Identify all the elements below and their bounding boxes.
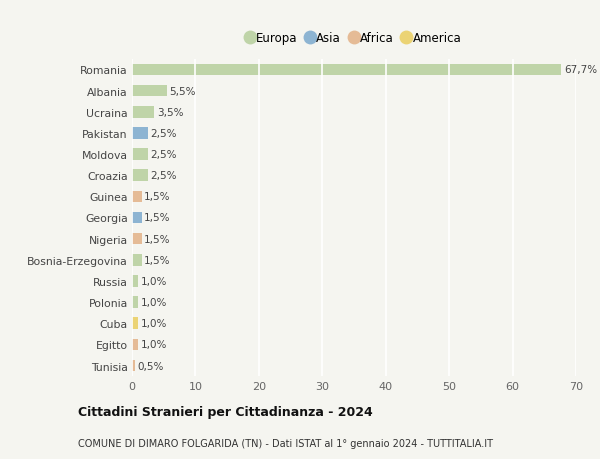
- Text: 3,5%: 3,5%: [157, 107, 183, 118]
- Bar: [132, 191, 142, 203]
- Bar: [132, 85, 167, 97]
- Bar: [132, 212, 142, 224]
- Bar: [132, 149, 148, 161]
- Bar: [132, 275, 139, 287]
- Text: 1,0%: 1,0%: [141, 340, 167, 350]
- Text: 1,5%: 1,5%: [144, 255, 170, 265]
- Bar: [132, 64, 562, 76]
- Bar: [132, 360, 135, 372]
- Bar: [132, 128, 148, 140]
- Text: 1,0%: 1,0%: [141, 297, 167, 308]
- Bar: [132, 233, 142, 245]
- Text: 1,0%: 1,0%: [141, 276, 167, 286]
- Bar: [132, 318, 139, 330]
- Text: 1,5%: 1,5%: [144, 192, 170, 202]
- Text: 0,5%: 0,5%: [138, 361, 164, 371]
- Text: 67,7%: 67,7%: [564, 65, 597, 75]
- Text: 5,5%: 5,5%: [169, 86, 196, 96]
- Text: 2,5%: 2,5%: [151, 171, 177, 181]
- Bar: [132, 254, 142, 266]
- Text: 1,5%: 1,5%: [144, 213, 170, 223]
- Text: 1,0%: 1,0%: [141, 319, 167, 329]
- Text: Cittadini Stranieri per Cittadinanza - 2024: Cittadini Stranieri per Cittadinanza - 2…: [78, 405, 373, 419]
- Text: 2,5%: 2,5%: [151, 150, 177, 160]
- Bar: [132, 106, 154, 118]
- Text: COMUNE DI DIMARO FOLGARIDA (TN) - Dati ISTAT al 1° gennaio 2024 - TUTTITALIA.IT: COMUNE DI DIMARO FOLGARIDA (TN) - Dati I…: [78, 438, 493, 448]
- Legend: Europa, Asia, Africa, America: Europa, Asia, Africa, America: [242, 28, 466, 50]
- Text: 1,5%: 1,5%: [144, 234, 170, 244]
- Bar: [132, 297, 139, 308]
- Bar: [132, 339, 139, 351]
- Bar: [132, 170, 148, 182]
- Text: 2,5%: 2,5%: [151, 129, 177, 139]
